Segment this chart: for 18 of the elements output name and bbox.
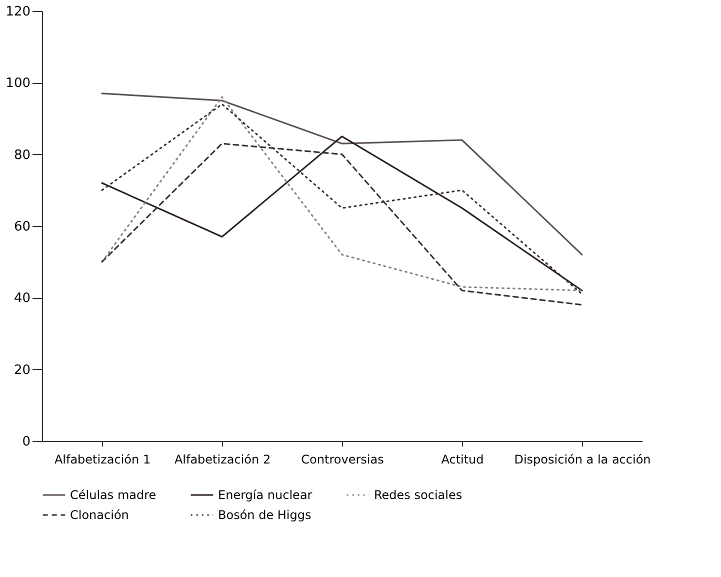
x-tick-label: Alfabetización 1	[54, 452, 151, 466]
y-tick-label: 0	[22, 434, 30, 450]
y-tick-label: 20	[14, 362, 30, 378]
y-tick-label: 100	[6, 76, 30, 92]
y-tick-label: 40	[14, 291, 30, 306]
legend-label: Energía nuclear	[218, 488, 312, 502]
y-tick-label: 120	[6, 4, 30, 20]
x-tick-label: Disposición a la acción	[514, 452, 651, 466]
legend-label: Clonación	[70, 508, 129, 522]
line-series	[101, 92, 583, 256]
legend-label: Células madre	[70, 488, 156, 502]
y-tick-label: 80	[14, 148, 30, 163]
legend-label: Redes sociales	[374, 488, 462, 502]
x-tick-label: Alfabetización 2	[174, 452, 271, 466]
x-tick-label: Actitud	[441, 452, 484, 466]
x-tick-label: Controversias	[301, 452, 384, 466]
y-tick-label: 60	[14, 220, 30, 234]
legend-label: Bosón de Higgs	[218, 508, 312, 522]
